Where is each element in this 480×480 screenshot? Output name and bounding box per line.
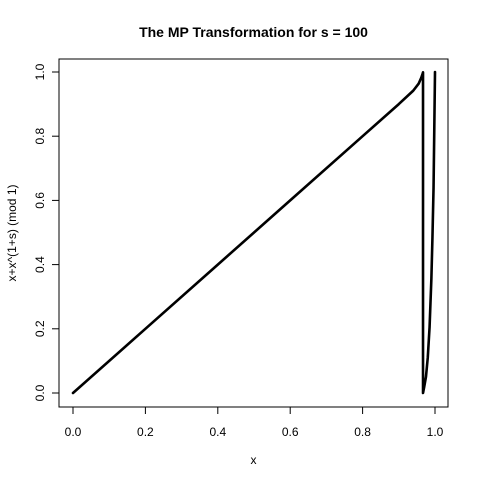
x-tick-label: 0.0 xyxy=(65,425,82,439)
x-tick-label: 1.0 xyxy=(427,425,444,439)
y-tick-label: 0.4 xyxy=(33,256,47,273)
x-tick-label: 0.8 xyxy=(354,425,371,439)
y-axis: 0.0 0.2 0.4 0.6 0.8 1.0 xyxy=(33,63,60,401)
x-tick-label: 0.2 xyxy=(137,425,154,439)
x-axis-label: x xyxy=(251,453,257,467)
y-tick-label: 0.6 xyxy=(33,192,47,209)
x-tick-label: 0.4 xyxy=(209,425,226,439)
y-tick-label: 0.8 xyxy=(33,128,47,145)
chart-title: The MP Transformation for s = 100 xyxy=(139,24,368,40)
y-tick-label: 0.0 xyxy=(33,384,47,401)
x-tick-label: 0.6 xyxy=(282,425,299,439)
y-tick-label: 1.0 xyxy=(33,63,47,80)
y-tick-label: 0.2 xyxy=(33,320,47,337)
series-line xyxy=(71,70,437,395)
series-layer xyxy=(71,70,437,395)
x-axis: 0.0 0.2 0.4 0.6 0.8 1.0 xyxy=(65,406,444,439)
y-axis-label: x+x^(1+s) (mod 1) xyxy=(5,185,19,282)
